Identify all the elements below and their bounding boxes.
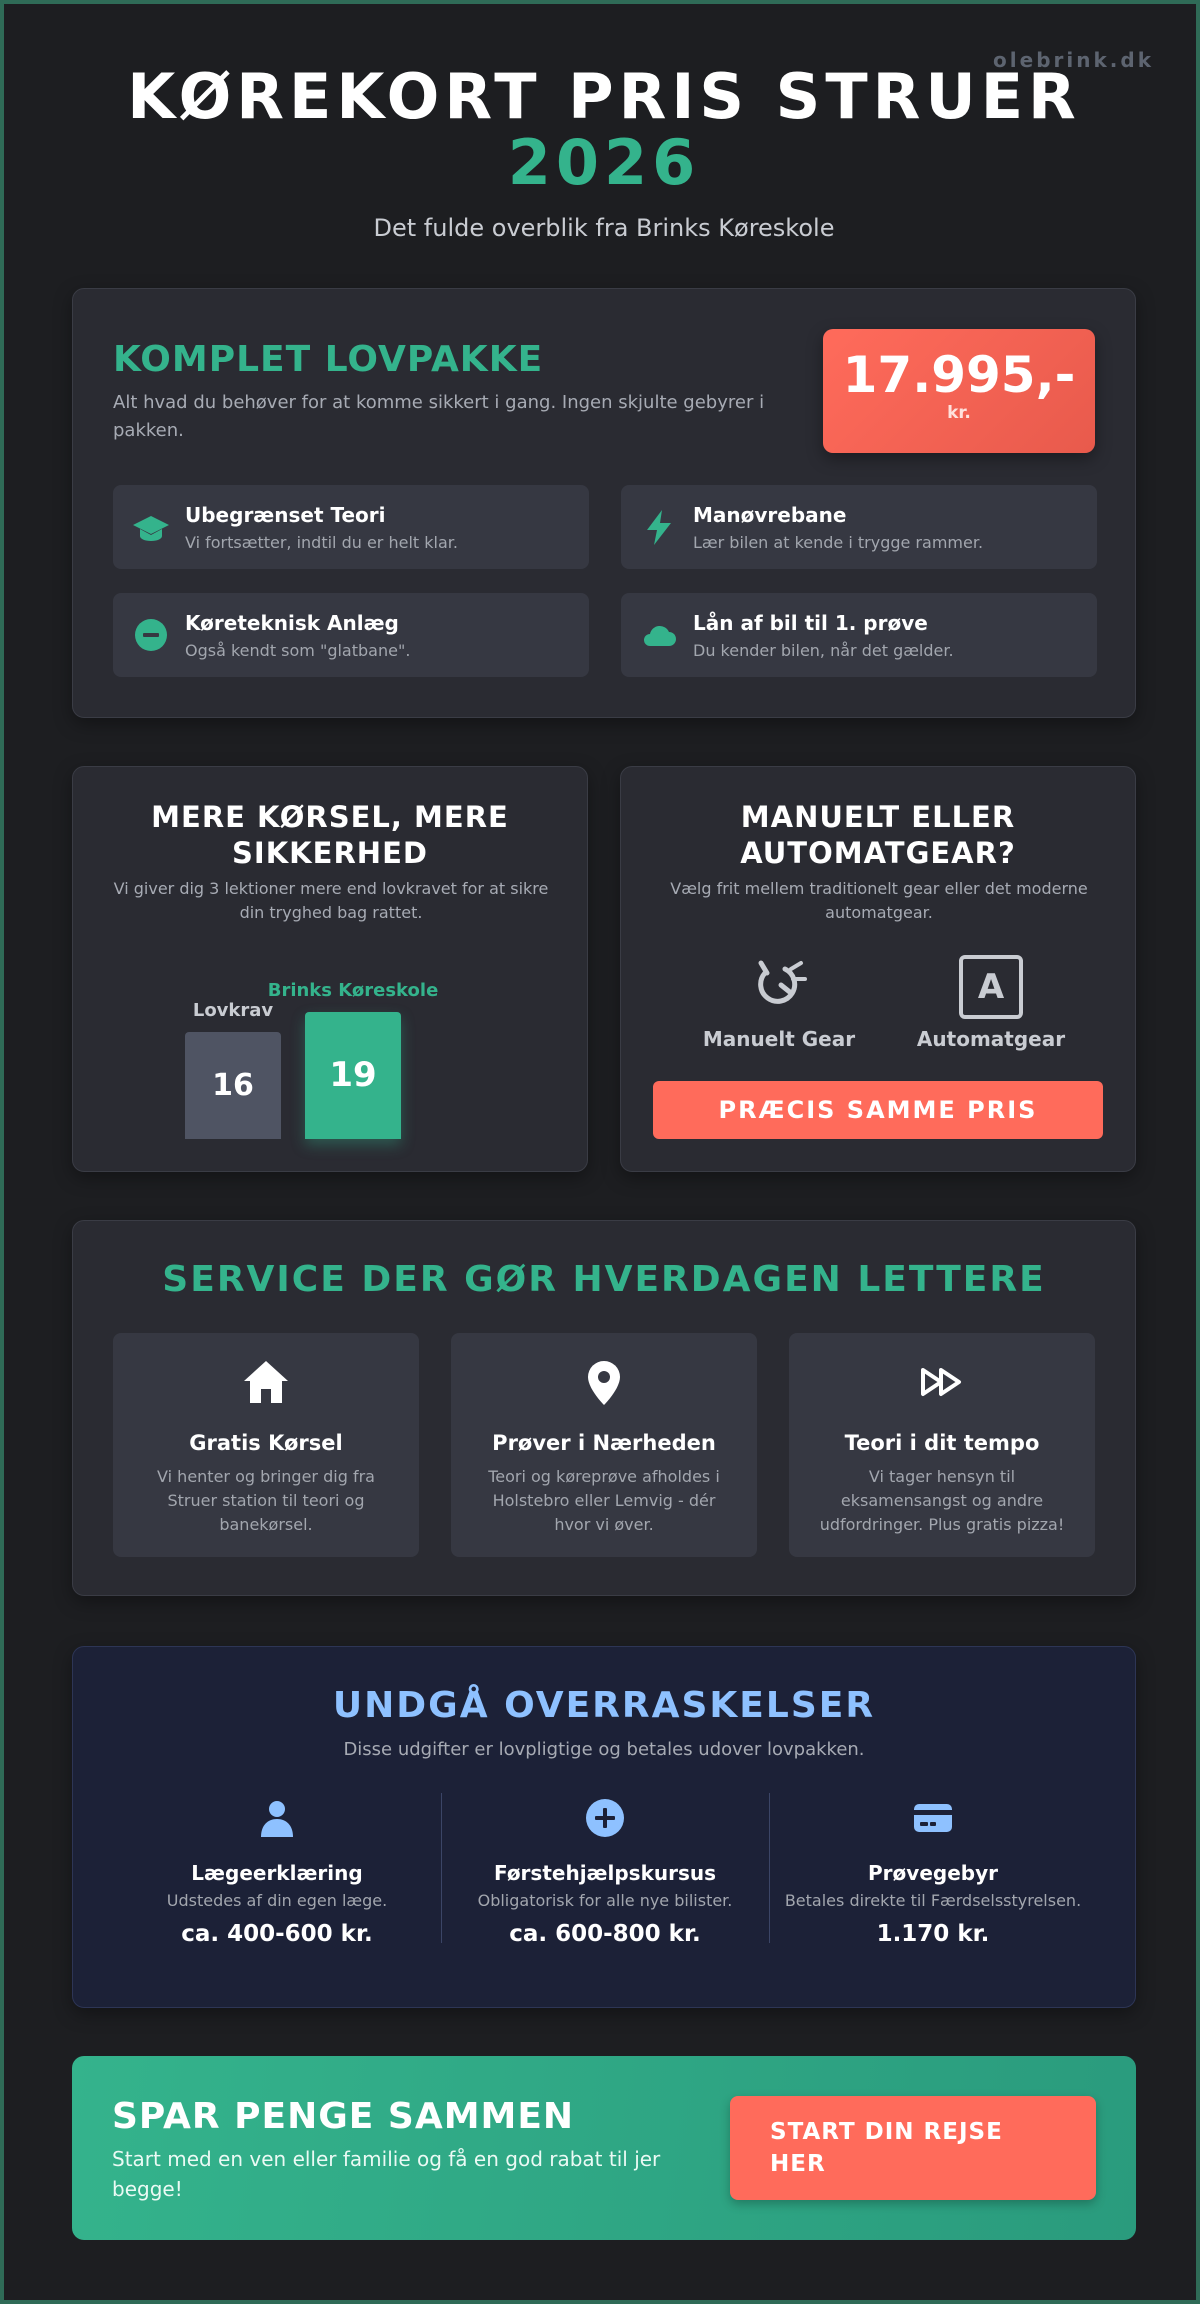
same-price-button[interactable]: PRÆCIS SAMME PRIS (653, 1081, 1103, 1139)
service-card: SERVICE DER GØR HVERDAGEN LETTERE Gratis… (72, 1220, 1136, 1596)
more-driving-title: MERE KØRSEL, MERE SIKKERHED (151, 800, 509, 870)
cost-item: Prøvegebyr Betales direkte til Færdselss… (769, 1797, 1097, 1947)
feature-desc: Vi fortsætter, indtil du er helt klar. (185, 533, 458, 552)
more-driving-description: Vi giver dig 3 lektioner mere end lovkra… (113, 879, 549, 922)
watermark: olebrink.dk (993, 48, 1154, 72)
extra-costs-title: UNDGÅ OVERRASKELSER (332, 1685, 876, 1726)
feature-title: Køreteknisk Anlæg (185, 611, 399, 635)
cost-item-desc: Udstedes af din egen læge. (166, 1891, 388, 1910)
divider (769, 1793, 770, 1943)
fast-forward-icon (921, 1368, 961, 1396)
cost-item-desc: Betales direkte til Færdselsstyrelsen. (784, 1891, 1082, 1910)
feature-item: Manøvrebane Lær bilen at kende i trygge … (621, 485, 1097, 569)
more-driving-card: MERE KØRSEL, MERE SIKKERHED Vi giver dig… (72, 766, 588, 1172)
extra-costs-card: UNDGÅ OVERRASKELSER Disse udgifter er lo… (72, 1646, 1136, 2008)
discount-banner: SPAR PENGE SAMMEN Start med en ven eller… (72, 2056, 1136, 2240)
package-title: KOMPLET LOVPAKKE (113, 339, 544, 380)
cost-item: Førstehjælpskursus Obligatorisk for alle… (441, 1797, 769, 1947)
bar-label: Brinks Køreskole (267, 980, 439, 1001)
map-pin-icon (588, 1361, 620, 1405)
service-item-desc: Vi tager hensyn til eksamensangst og and… (819, 1467, 1065, 1534)
manual-gear-icon (758, 960, 807, 1004)
service-item-title: Prøver i Nærheden (492, 1431, 716, 1455)
feature-desc: Lær bilen at kende i trygge rammer. (693, 533, 984, 552)
automatic-gear-icon: A (959, 955, 1023, 1019)
feature-desc: Du kender bilen, når det gælder. (693, 641, 954, 660)
graduation-cap-icon (133, 516, 169, 541)
home-icon (244, 1361, 288, 1403)
feature-item: Ubegrænset Teori Vi fortsætter, indtil d… (113, 485, 589, 569)
bar-brinks: 19 (305, 1012, 401, 1139)
bar-lovkrav: 16 (185, 1032, 281, 1139)
cost-item-title: Prøvegebyr (868, 1861, 998, 1885)
service-item: Prøver i Nærheden Teori og køreprøve afh… (451, 1333, 757, 1557)
cost-item: Lægeerklæring Udstedes af din egen læge.… (113, 1797, 441, 1947)
cost-item-desc: Obligatorisk for alle nye bilister. (477, 1891, 733, 1910)
cost-item-title: Førstehjælpskursus (493, 1861, 717, 1885)
page-year: 2026 (507, 126, 701, 199)
minus-circle-icon (135, 619, 167, 651)
extra-costs-subtitle: Disse udgifter er lovpligtige og betales… (343, 1739, 865, 1760)
package-card: KOMPLET LOVPAKKE Alt hvad du behøver for… (72, 288, 1136, 718)
feature-item: Lån af bil til 1. prøve Du kender bilen,… (621, 593, 1097, 677)
feature-desc: Også kendt som "glatbane". (185, 641, 411, 660)
page-title: KØREKORT PRIS STRUER (127, 60, 1081, 133)
service-item-desc: Vi henter og bringer dig fra Struer stat… (157, 1467, 375, 1534)
feature-title: Manøvrebane (693, 503, 847, 527)
plus-circle-icon (586, 1799, 624, 1837)
service-item-title: Gratis Kørsel (189, 1431, 343, 1455)
feature-item: Køreteknisk Anlæg Også kendt som "glatba… (113, 593, 589, 677)
feature-title: Lån af bil til 1. prøve (693, 611, 928, 635)
feature-title: Ubegrænset Teori (185, 503, 386, 527)
price-badge: 17.995,- kr. (823, 329, 1095, 453)
start-journey-button[interactable]: START DIN REJSE HER (730, 2096, 1096, 2200)
gear-title: MANUELT ELLER AUTOMATGEAR? (740, 800, 1016, 870)
cost-item-price: 1.170 kr. (876, 1921, 990, 1947)
service-item-title: Teori i dit tempo (844, 1431, 1040, 1455)
manual-gear-label: Manuelt Gear (702, 1027, 856, 1051)
divider (441, 1793, 442, 1943)
automatic-gear-label: Automatgear (916, 1027, 1066, 1051)
cost-item-price: ca. 600-800 kr. (509, 1921, 701, 1947)
service-item-desc: Teori og køreprøve afholdes i Holstebro … (488, 1467, 720, 1534)
cloud-icon (644, 625, 676, 646)
hero: KØREKORT PRIS STRUER 2026 Det fulde over… (4, 60, 1200, 243)
page-subtitle: Det fulde overblik fra Brinks Køreskole (373, 214, 835, 242)
price-amount: 17.995,- (842, 346, 1076, 404)
discount-title: SPAR PENGE SAMMEN (112, 2096, 575, 2137)
user-icon (261, 1801, 293, 1837)
service-item: Teori i dit tempo Vi tager hensyn til ek… (789, 1333, 1095, 1557)
bar-label: Lovkrav (192, 1000, 274, 1021)
package-description: Alt hvad du behøver for at komme sikkert… (113, 392, 765, 441)
cost-item-price: ca. 400-600 kr. (181, 1921, 373, 1947)
credit-card-icon (914, 1804, 952, 1832)
discount-description: Start med en ven eller familie og få en … (112, 2147, 661, 2201)
gear-description: Vælg frit mellem traditionelt gear eller… (670, 879, 1088, 922)
cost-item-title: Lægeerklæring (191, 1861, 363, 1885)
lightning-bolt-icon (647, 510, 671, 545)
price-unit: kr. (947, 403, 971, 423)
service-item: Gratis Kørsel Vi henter og bringer dig f… (113, 1333, 419, 1557)
gear-card: MANUELT ELLER AUTOMATGEAR? Vælg frit mel… (620, 766, 1136, 1172)
service-title: SERVICE DER GØR HVERDAGEN LETTERE (162, 1259, 1046, 1300)
